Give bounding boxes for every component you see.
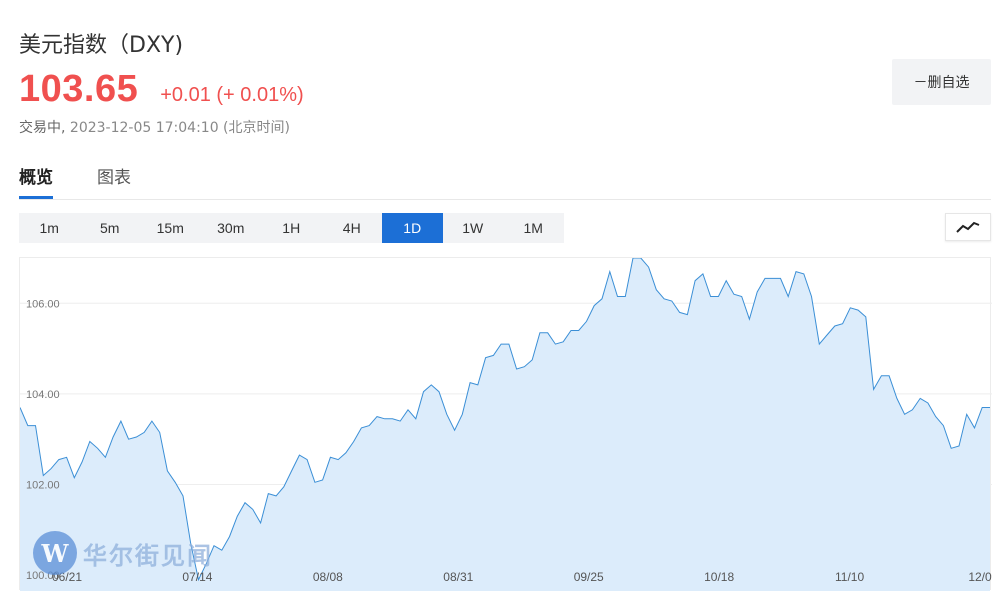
period-4h[interactable]: 4H (342, 220, 361, 236)
page-title: 美元指数（DXY) (19, 33, 184, 58)
tab-bar: 概览 图表 (19, 163, 991, 200)
period-1d[interactable]: 1D (382, 213, 443, 243)
price-row: 103.65 +0.01 (+ 0.01%) (19, 68, 304, 111)
series-area (20, 258, 990, 591)
period-1mo[interactable]: 1M (523, 220, 543, 236)
period-1h[interactable]: 1H (282, 220, 301, 236)
x-tick-label: 12/0 (968, 570, 992, 584)
period-1w[interactable]: 1W (462, 220, 484, 236)
period-15m[interactable]: 15m (156, 220, 184, 236)
x-tick-label: 10/18 (704, 570, 734, 584)
trading-status: 交易中, 2023-12-05 17:04:10 (北京时间) (19, 117, 290, 137)
watermark: W 华尔街见闻 (33, 531, 213, 575)
current-price: 103.65 (19, 68, 139, 110)
tab-overview[interactable]: 概览 (19, 163, 53, 199)
watermark-logo: W (33, 531, 77, 575)
y-tick-label: 102.00 (26, 480, 60, 492)
y-tick-label: 106.00 (26, 298, 60, 310)
timestamp: 2023-12-05 17:04:10 (北京时间) (69, 120, 290, 136)
remove-watchlist-button[interactable]: －删自选 (892, 59, 991, 105)
status-label: 交易中, (19, 120, 66, 136)
line-chart-icon (956, 221, 980, 233)
series-line (20, 258, 990, 582)
x-tick-label: 07/14 (182, 570, 212, 584)
period-30m[interactable]: 30m (217, 220, 245, 236)
x-tick-label: 11/10 (835, 570, 864, 584)
tab-chart[interactable]: 图表 (97, 168, 131, 188)
period-5m[interactable]: 5m (100, 220, 120, 236)
x-tick-label: 09/25 (574, 570, 604, 584)
x-tick-label: 08/31 (443, 570, 473, 584)
watermark-text: 华尔街见闻 (83, 540, 213, 570)
price-change: +0.01 (+ 0.01%) (160, 84, 304, 106)
chart-type-button[interactable] (945, 213, 991, 241)
period-1m[interactable]: 1m (39, 220, 59, 236)
x-tick-label: 08/08 (313, 570, 343, 584)
period-selector: 1m 5m 15m 30m 1H 4H 1D 1W 1M (19, 213, 564, 243)
price-chart[interactable]: 100.00 102.00 104.00 106.00 06/21 07/14 08/08 0… (19, 257, 992, 591)
y-tick-label: 104.00 (26, 389, 60, 401)
